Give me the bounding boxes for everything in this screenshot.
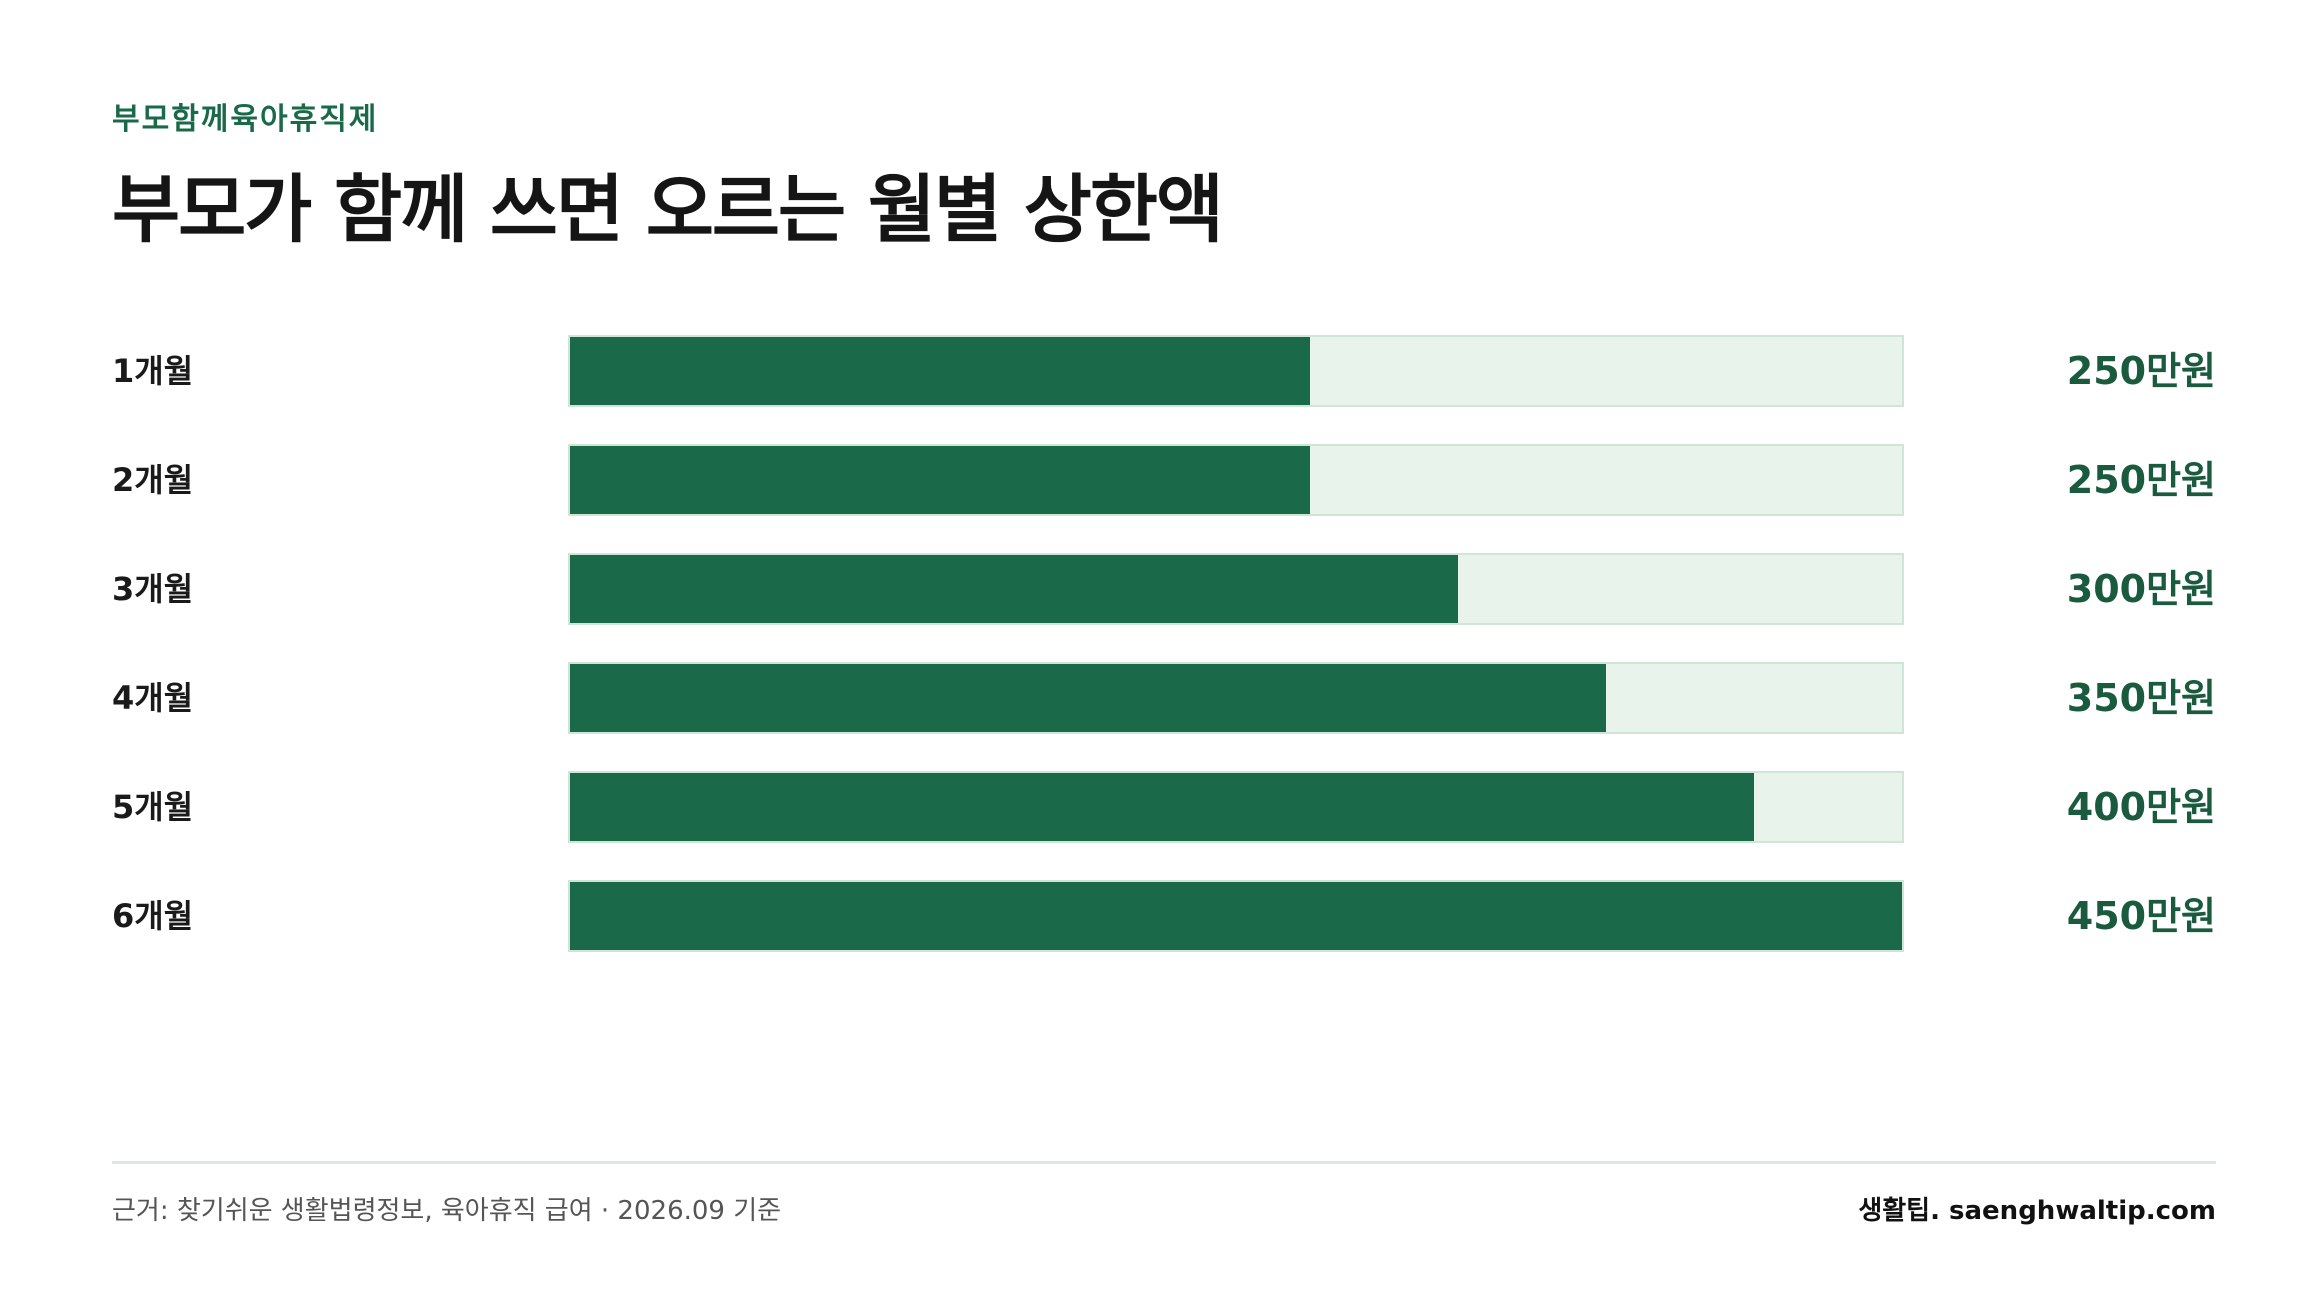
bar-fill (570, 664, 1606, 732)
bar-track (568, 662, 1904, 734)
bar-track (568, 771, 1904, 843)
bar-track (568, 335, 1904, 407)
bar-category-label: 1개월 (112, 352, 194, 390)
bar-value-label: 350만원 (2066, 676, 2216, 720)
bar-fill (570, 773, 1754, 841)
footer-divider (112, 1161, 2216, 1164)
bar-track (568, 444, 1904, 516)
bar-value-label: 400만원 (2066, 785, 2216, 829)
bar-category-label: 5개월 (112, 788, 194, 826)
bar-fill (570, 882, 1902, 950)
bar-chart: 1개월 250만원 2개월 250만원 3개월 300만원 4개월 350만원 5개월 400만원… (112, 335, 2216, 952)
bar-track (568, 880, 1904, 952)
bar-value-label: 300만원 (2066, 567, 2216, 611)
bar-value-label: 250만원 (2066, 458, 2216, 502)
bar-fill (570, 446, 1310, 514)
chart-eyebrow: 부모함께육아휴직제 (112, 102, 379, 137)
bar-value-label: 250만원 (2066, 349, 2216, 393)
bar-category-label: 2개월 (112, 461, 194, 499)
bar-category-label: 3개월 (112, 570, 194, 608)
bar-value-label: 450만원 (2066, 894, 2216, 938)
source-note: 근거: 찾기쉬운 생활법령정보, 육아휴직 급여 · 2026.09 기준 (112, 1196, 782, 1226)
bar-track (568, 553, 1904, 625)
bar-fill (570, 337, 1310, 405)
bar-category-label: 4개월 (112, 679, 194, 717)
bar-category-label: 6개월 (112, 897, 194, 935)
bar-fill (570, 555, 1458, 623)
brand-credit: 생활팁. saenghwaltip.com (1858, 1196, 2216, 1226)
chart-title: 부모가 함께 쓰면 오르는 월별 상한액 (112, 167, 1224, 253)
